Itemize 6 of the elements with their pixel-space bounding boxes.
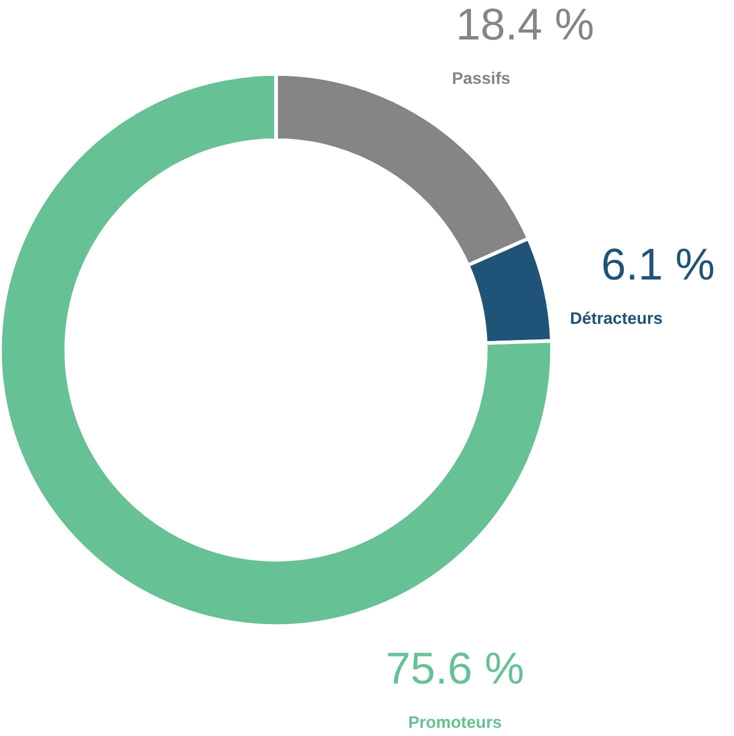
data-label: 6.1 %	[603, 248, 714, 280]
slice-label: Passifs	[453, 72, 510, 84]
slice-label: Détracteurs	[571, 312, 662, 324]
data-label: 75.6 %	[388, 652, 523, 684]
data-label: 18.4 %	[459, 8, 593, 40]
slice-label: Promoteurs	[409, 716, 502, 728]
